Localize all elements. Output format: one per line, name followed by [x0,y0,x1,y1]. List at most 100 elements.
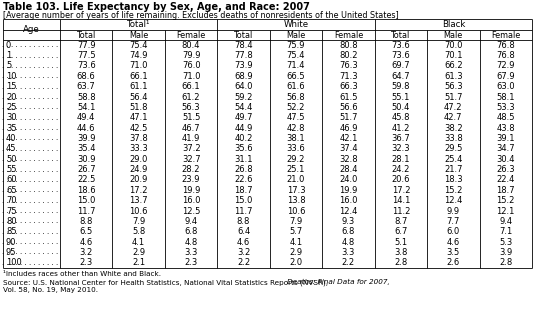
Text: 22.5: 22.5 [77,175,95,185]
Text: 7.9: 7.9 [132,217,146,226]
Text: 28.1: 28.1 [392,155,410,164]
Text: 69.7: 69.7 [392,61,410,70]
Text: 56.4: 56.4 [129,93,148,101]
Text: . . . . . . . . . . . . .: . . . . . . . . . . . . . [2,260,58,266]
Text: 29.5: 29.5 [444,144,463,153]
Text: ¹Includes races other than White and Black.: ¹Includes races other than White and Bla… [3,271,161,277]
Text: 16.0: 16.0 [182,196,201,205]
Text: 2.0: 2.0 [289,258,303,267]
Text: 28.2: 28.2 [182,165,201,174]
Text: . . . . . . . . . . . . .: . . . . . . . . . . . . . [2,156,58,162]
Text: 18.6: 18.6 [77,186,96,195]
Text: 51.5: 51.5 [182,113,200,122]
Text: 6.5: 6.5 [80,227,93,236]
Text: 63.7: 63.7 [77,82,96,91]
Text: . . . . . . . . . . . . .: . . . . . . . . . . . . . [2,249,58,255]
Text: 15.2: 15.2 [444,186,463,195]
Text: 42.5: 42.5 [129,124,148,133]
Text: 4.1: 4.1 [289,238,303,246]
Text: 47.5: 47.5 [287,113,305,122]
Text: . . . . . . . . . . . . .: . . . . . . . . . . . . . [2,84,58,90]
Text: 5.1: 5.1 [394,238,408,246]
Text: 59.2: 59.2 [234,93,253,101]
Text: 61.3: 61.3 [444,72,463,81]
Text: 63.0: 63.0 [496,82,515,91]
Text: 61.5: 61.5 [339,93,358,101]
Text: 8.7: 8.7 [394,217,408,226]
Text: 10: 10 [6,72,17,81]
Text: 0: 0 [6,41,11,50]
Text: 42.8: 42.8 [287,124,305,133]
Text: Total: Total [391,31,410,40]
Text: 4.6: 4.6 [447,238,460,246]
Text: 3.9: 3.9 [499,248,513,257]
Text: 55.1: 55.1 [392,93,410,101]
Text: 39.1: 39.1 [496,134,515,143]
Text: 37.8: 37.8 [129,134,148,143]
Text: 26.3: 26.3 [496,165,515,174]
Text: 3.3: 3.3 [185,248,198,257]
Text: 51.7: 51.7 [339,113,358,122]
Text: 2.8: 2.8 [394,258,408,267]
Text: 37.4: 37.4 [339,144,358,153]
Text: 11.7: 11.7 [77,206,95,216]
Text: Female: Female [334,31,363,40]
Text: Source: U.S. National Center for Health Statistics, National Vital Statistics Re: Source: U.S. National Center for Health … [3,279,330,285]
Text: 49.7: 49.7 [234,113,253,122]
Text: [Average number of years of life remaining. Excludes deaths of nonresidents of t: [Average number of years of life remaini… [3,11,399,20]
Text: 5.8: 5.8 [132,227,146,236]
Text: 2.2: 2.2 [342,258,355,267]
Text: 24.0: 24.0 [339,175,357,185]
Text: 59.8: 59.8 [392,82,410,91]
Text: 3.2: 3.2 [237,248,250,257]
Text: 12.1: 12.1 [496,206,515,216]
Text: 85: 85 [6,227,17,236]
Text: 58.8: 58.8 [77,93,96,101]
Text: 2.9: 2.9 [289,248,303,257]
Text: 25: 25 [6,103,17,112]
Text: 95: 95 [6,248,17,257]
Text: 75.4: 75.4 [129,41,148,50]
Text: 20: 20 [6,93,17,101]
Text: 17.2: 17.2 [129,186,148,195]
Text: 75: 75 [6,206,17,216]
Text: 50: 50 [6,155,17,164]
Text: 22.4: 22.4 [496,175,515,185]
Text: 2.2: 2.2 [237,258,250,267]
Text: 30: 30 [6,113,17,122]
Text: 76.8: 76.8 [496,41,515,50]
Text: 68.9: 68.9 [234,72,253,81]
Text: Black: Black [442,20,465,29]
Text: 47.2: 47.2 [444,103,463,112]
Text: 17.2: 17.2 [392,186,410,195]
Text: 55: 55 [6,165,17,174]
Text: 71.0: 71.0 [129,61,148,70]
Text: 35.6: 35.6 [234,144,253,153]
Text: Age: Age [23,25,40,34]
Text: . . . . . . . . . . . . .: . . . . . . . . . . . . . [2,167,58,173]
Text: 9.4: 9.4 [185,217,197,226]
Text: 24.9: 24.9 [129,165,148,174]
Text: 6.4: 6.4 [237,227,250,236]
Text: Deaths: Final Data for 2007,: Deaths: Final Data for 2007, [287,279,389,285]
Text: 70.0: 70.0 [444,41,463,50]
Text: 10.6: 10.6 [129,206,148,216]
Text: 42.1: 42.1 [339,134,357,143]
Text: . . . . . . . . . . . . .: . . . . . . . . . . . . . [2,63,58,69]
Text: 90: 90 [6,238,17,246]
Text: 50.4: 50.4 [392,103,410,112]
Text: Female: Female [491,31,521,40]
Text: 36.7: 36.7 [392,134,410,143]
Text: . . . . . . . . . . . . .: . . . . . . . . . . . . . [2,73,58,79]
Text: 19.9: 19.9 [339,186,357,195]
Text: 9.3: 9.3 [342,217,355,226]
Text: 4.8: 4.8 [185,238,198,246]
Text: 12.4: 12.4 [444,196,463,205]
Text: 80.2: 80.2 [339,51,358,60]
Text: 60: 60 [6,175,17,185]
Text: 15.0: 15.0 [234,196,253,205]
Text: 61.6: 61.6 [287,82,305,91]
Text: 54.1: 54.1 [77,103,95,112]
Text: 17.3: 17.3 [287,186,305,195]
Text: 4.6: 4.6 [237,238,250,246]
